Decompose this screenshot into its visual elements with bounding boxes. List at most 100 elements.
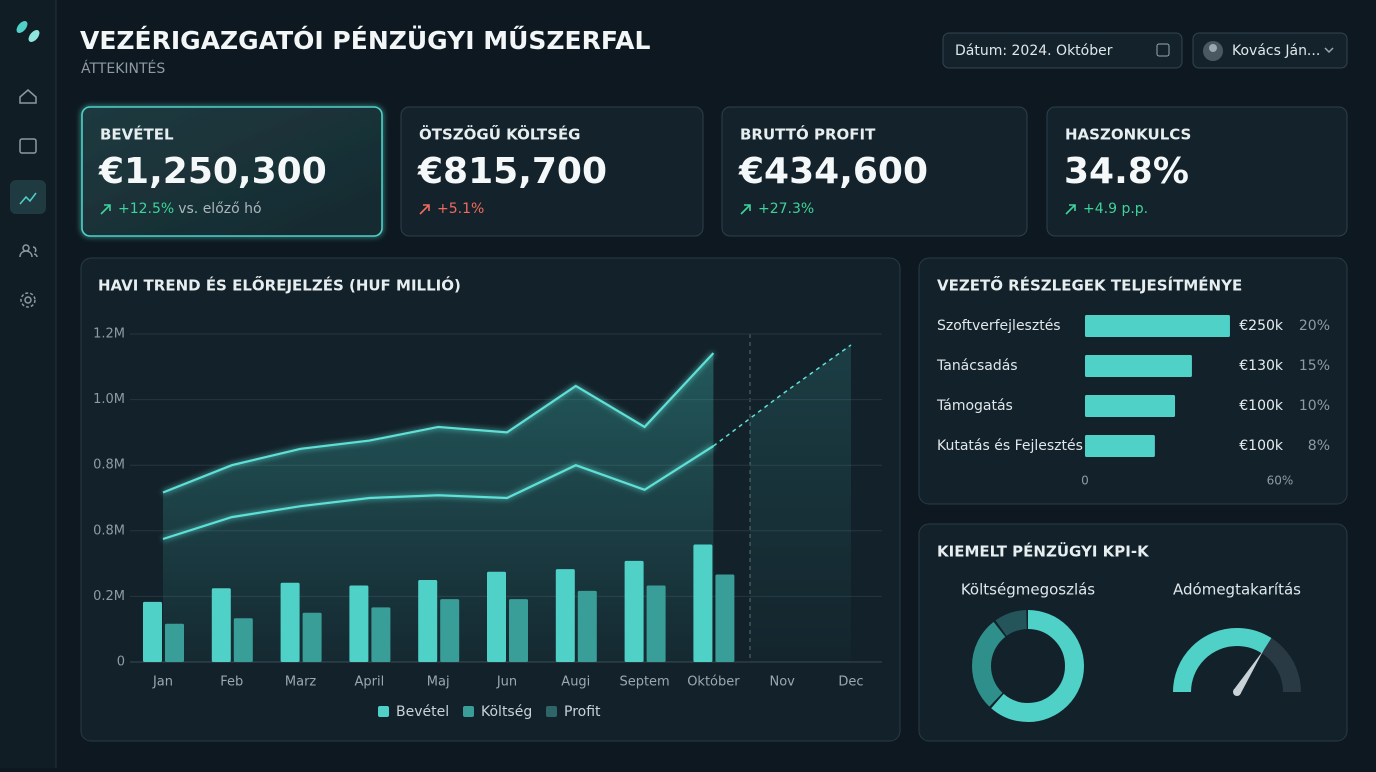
card-value: 34.8% bbox=[1064, 151, 1189, 192]
card-change: +5.1% bbox=[437, 201, 484, 217]
y-tick-label: 0.8M bbox=[93, 523, 125, 538]
donut-segment bbox=[972, 610, 1084, 722]
settings-icon[interactable] bbox=[24, 296, 32, 304]
kpi-title: KIEMELT PÉNZÜGYI KPI-K bbox=[937, 542, 1150, 561]
legend-label: Profit bbox=[564, 704, 601, 720]
x-tick-label: Augi bbox=[561, 675, 590, 690]
x-tick-label: Feb bbox=[220, 675, 243, 690]
trend-area bbox=[163, 353, 714, 662]
x-tick-label: April bbox=[355, 675, 385, 690]
sidebar bbox=[0, 0, 57, 768]
y-tick-label: 1.0M bbox=[93, 392, 125, 407]
x-tick-label: Jan bbox=[152, 675, 173, 690]
departments-panel bbox=[918, 257, 1348, 505]
legend-label: Bevétel bbox=[396, 704, 449, 720]
x-tick-label: Jun bbox=[496, 675, 517, 690]
department-share: 10% bbox=[1299, 398, 1330, 414]
gauge-hub bbox=[1233, 688, 1241, 696]
department-share: 15% bbox=[1299, 358, 1330, 374]
calendar-icon bbox=[1156, 43, 1170, 57]
avatar-head bbox=[1209, 44, 1217, 52]
bar bbox=[624, 560, 644, 662]
date-picker[interactable] bbox=[942, 32, 1183, 69]
user-menu[interactable] bbox=[1192, 32, 1348, 69]
bar bbox=[577, 590, 597, 662]
bar bbox=[487, 571, 506, 662]
y-tick-label: 0.2M bbox=[93, 589, 125, 604]
card-value: €434,600 bbox=[738, 151, 928, 192]
donut-title: Költségmegoszlás bbox=[961, 581, 1095, 599]
trend-arrow bbox=[740, 204, 751, 215]
gauge-value bbox=[1173, 628, 1301, 693]
bar bbox=[349, 585, 369, 662]
legend-label: Költség bbox=[481, 704, 532, 720]
trend-arrow bbox=[419, 204, 430, 215]
bar bbox=[715, 574, 735, 662]
calendar-icon[interactable] bbox=[19, 138, 37, 154]
department-share: 8% bbox=[1308, 438, 1330, 454]
donut-segment bbox=[972, 610, 1084, 722]
bar bbox=[509, 599, 528, 662]
sidebar-bg bbox=[0, 0, 56, 768]
department-name: Támogatás bbox=[936, 398, 1013, 414]
trend-arrow bbox=[100, 204, 111, 215]
bar bbox=[233, 618, 253, 662]
bar bbox=[555, 569, 575, 662]
card-label: ÖTSZÖGŰ KÖLTSÉG bbox=[419, 124, 581, 144]
department-bar bbox=[1085, 435, 1155, 457]
bar bbox=[302, 612, 322, 662]
trend-arrow bbox=[1065, 204, 1076, 215]
department-bar bbox=[1085, 355, 1192, 377]
bar bbox=[440, 599, 460, 662]
x-tick-label: 0 bbox=[1081, 474, 1089, 488]
trend-line bbox=[162, 445, 714, 541]
chart-icon[interactable] bbox=[19, 192, 37, 205]
user-name: Kovács Ján... bbox=[1232, 43, 1320, 59]
bar bbox=[418, 580, 438, 662]
page-subtitle: ÁTTEKINTÉS bbox=[81, 60, 165, 77]
kpi-card bbox=[81, 106, 383, 237]
department-amount: €250k bbox=[1239, 318, 1284, 334]
home-icon[interactable] bbox=[19, 89, 37, 104]
department-amount: €130k bbox=[1239, 358, 1284, 374]
department-bar bbox=[1085, 315, 1230, 337]
card-label: BEVÉTEL bbox=[100, 125, 174, 144]
y-tick-label: 0 bbox=[117, 655, 125, 670]
dropdown-chevron bbox=[1324, 47, 1334, 54]
card-note: vs. előző hó bbox=[178, 201, 261, 217]
card-label: BRUTTÓ PROFIT bbox=[740, 125, 876, 144]
page-title: VEZÉRIGAZGATÓI PÉNZÜGYI MŰSZERFAL bbox=[80, 25, 650, 55]
card-change: +4.9 p.p. bbox=[1083, 201, 1148, 217]
x-tick-label: Septem bbox=[619, 675, 669, 690]
department-bar bbox=[1085, 395, 1176, 417]
active-nav[interactable] bbox=[10, 180, 46, 214]
card-change: +27.3% bbox=[758, 201, 814, 217]
x-tick-label: Nov bbox=[770, 675, 796, 690]
department-name: Tanácsadás bbox=[936, 358, 1018, 374]
x-tick-label: Marz bbox=[285, 675, 317, 690]
x-tick-label: Dec bbox=[838, 675, 863, 690]
department-amount: €100k bbox=[1239, 398, 1284, 414]
legend-swatch bbox=[546, 706, 557, 717]
department-amount: €100k bbox=[1239, 438, 1284, 454]
y-tick-label: 1.2M bbox=[93, 327, 125, 342]
trend-title: HAVI TREND ÉS ELŐREJELZÉS (HUF MILLIÓ) bbox=[98, 275, 461, 295]
card-value: €815,700 bbox=[417, 151, 607, 192]
department-share: 20% bbox=[1299, 318, 1330, 334]
x-tick-label: Maj bbox=[427, 675, 450, 690]
logo bbox=[16, 21, 40, 42]
card-value: €1,250,300 bbox=[98, 151, 327, 192]
card-change: +12.5% bbox=[118, 201, 174, 217]
date-text: Dátum: 2024. Október bbox=[955, 43, 1113, 59]
gauge-title: Adómegtakarítás bbox=[1173, 581, 1301, 599]
trend-line bbox=[162, 352, 715, 494]
department-name: Kutatás és Fejlesztés bbox=[937, 438, 1083, 454]
x-tick-label: 60% bbox=[1267, 474, 1294, 488]
kpi-card bbox=[400, 106, 704, 237]
department-name: Szoftverfejlesztés bbox=[937, 318, 1061, 334]
y-tick-label: 0.8M bbox=[93, 458, 125, 473]
bar bbox=[646, 585, 666, 662]
legend-swatch bbox=[463, 706, 474, 717]
users-icon[interactable] bbox=[19, 244, 38, 258]
